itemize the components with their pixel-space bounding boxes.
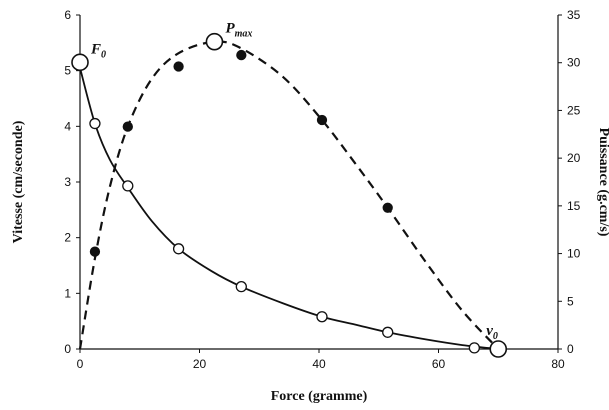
- left-y-tick-label: 5: [64, 64, 71, 78]
- annotation-marker-pmax: [205, 32, 224, 51]
- power-data-point: [89, 246, 101, 257]
- velocity-data-point: [468, 342, 481, 354]
- right-y-tick-label: 30: [567, 56, 581, 70]
- power-curve-line: [78, 40, 500, 350]
- x-axis-title: Force (gramme): [271, 389, 368, 404]
- annotation-marker-v0: [489, 340, 508, 358]
- power-data-point: [236, 49, 247, 61]
- points: [89, 49, 481, 354]
- x-tick-label: 80: [551, 357, 565, 371]
- velocity-data-point: [89, 117, 101, 130]
- right-y-tick-label: 5: [567, 294, 574, 308]
- right-y-tick-label: 10: [567, 247, 581, 261]
- velocity-data-point: [382, 326, 394, 338]
- power-data-point: [316, 114, 328, 126]
- left-y-tick-label: 2: [64, 231, 71, 245]
- power-data-point: [382, 202, 393, 213]
- left-y-tick-label: 3: [64, 175, 71, 189]
- velocity-data-point: [235, 281, 247, 293]
- x-tick-label: 0: [77, 357, 84, 371]
- left-y-axis-title: Vitesse (cm/seconde): [11, 120, 26, 243]
- velocity-data-point: [122, 180, 134, 192]
- annotations: F0 Pmax v0: [71, 21, 508, 358]
- right-y-tick-label: 15: [567, 199, 581, 213]
- power-data-point: [173, 61, 184, 72]
- left-y-tick-label: 6: [64, 8, 71, 22]
- velocity-data-point: [172, 243, 185, 255]
- annotation-marker-f0: [71, 53, 89, 72]
- left-y-tick-label: 1: [64, 286, 71, 300]
- left-y-tick-label: 0: [64, 342, 71, 356]
- right-y-tick-label: 20: [567, 151, 581, 165]
- velocity-data-point: [316, 311, 328, 323]
- curves: [78, 40, 500, 350]
- annotation-label-pmax: Pmax: [225, 21, 252, 40]
- x-tick-label: 40: [312, 357, 326, 371]
- left-y-tick-label: 4: [64, 119, 71, 133]
- velocity-curve-line: [79, 67, 499, 350]
- right-y-axis-title: Puissance (g.cm/s): [596, 128, 609, 237]
- x-tick-label: 60: [432, 357, 446, 371]
- right-y-tick-label: 0: [567, 342, 574, 356]
- x-tick-label: 20: [193, 357, 207, 371]
- annotation-label-f0: F0: [90, 41, 106, 60]
- annotation-label-v0: v0: [486, 323, 498, 342]
- right-y-tick-label: 25: [567, 103, 581, 117]
- right-y-tick-label: 35: [567, 8, 581, 22]
- power-data-point: [122, 121, 133, 132]
